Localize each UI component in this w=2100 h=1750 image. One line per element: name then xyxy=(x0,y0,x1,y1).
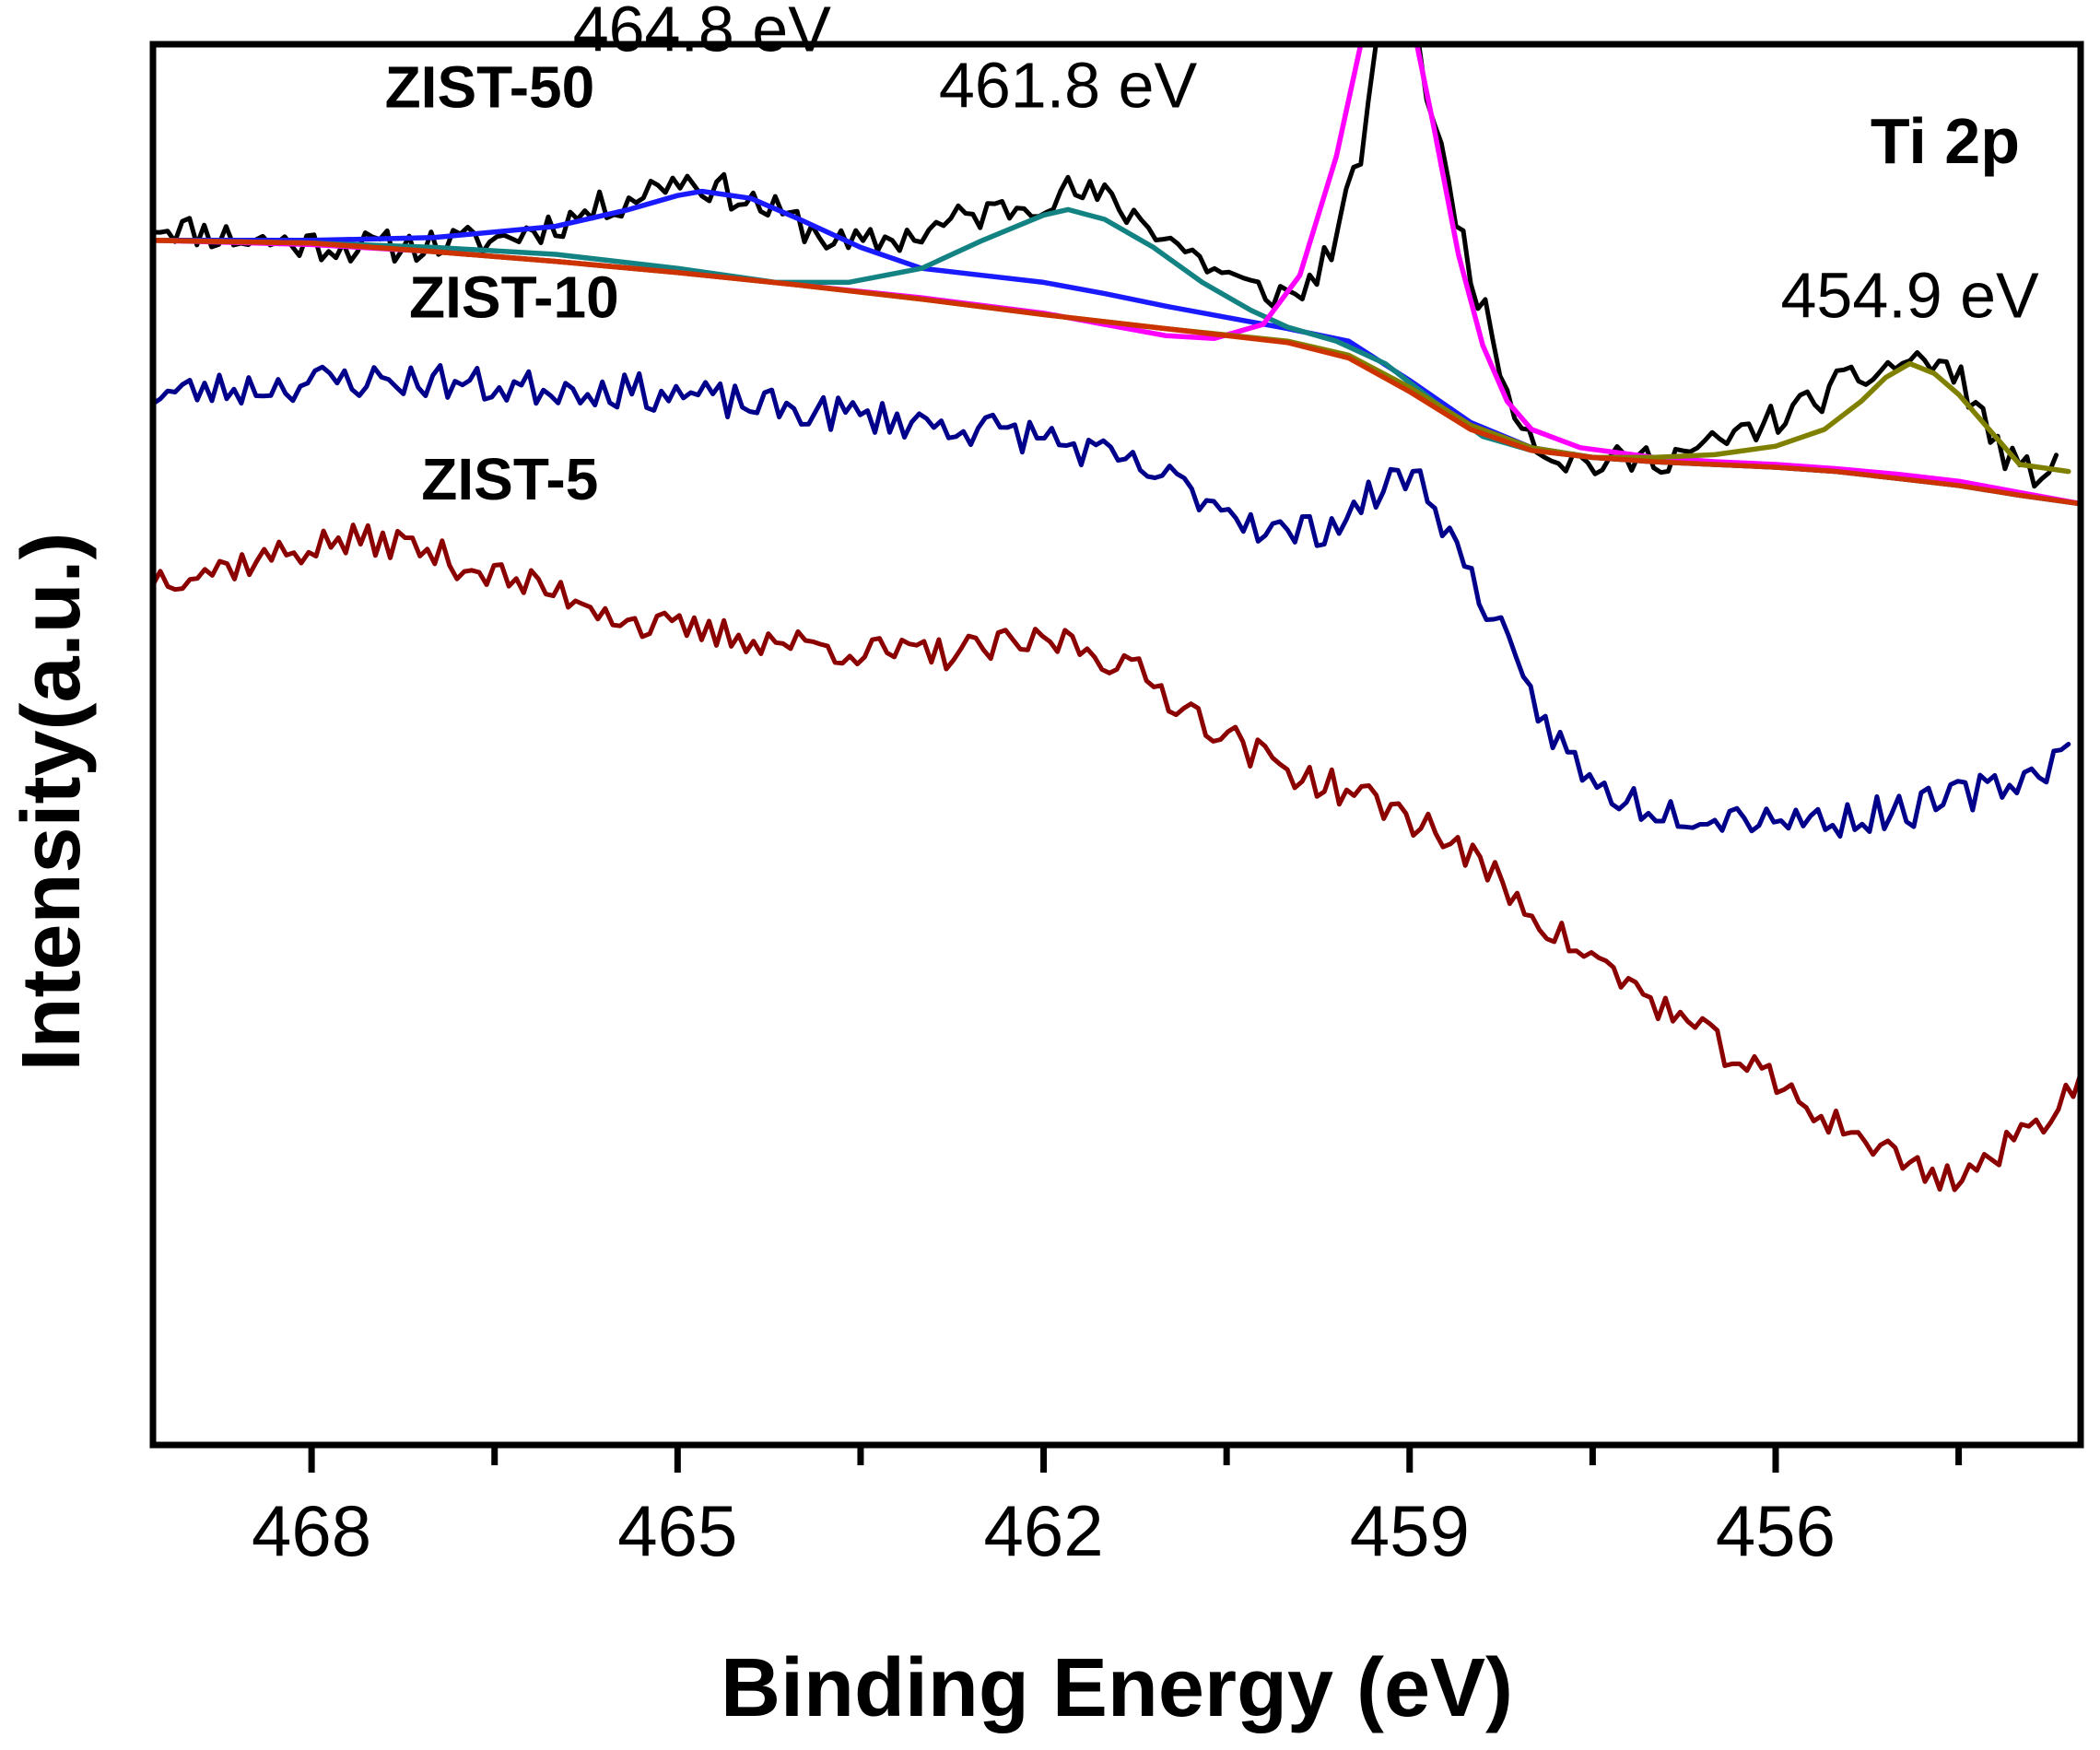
y-axis-title: Intensity(a.u.) xyxy=(6,532,98,1071)
sample-label-zist-5: ZIST-5 xyxy=(421,446,598,512)
plot-frame xyxy=(149,41,2084,1449)
x-tick-label-465: 465 xyxy=(617,1490,737,1571)
x-tick-label-462: 462 xyxy=(983,1490,1103,1571)
x-axis-title: Binding Energy (eV) xyxy=(721,1642,1513,1734)
x-axis-ticks xyxy=(308,1445,1963,1473)
series-zist-5 xyxy=(153,523,2081,1192)
series-zist-50 xyxy=(153,44,2059,489)
peak-label-461-8-ev: 461.8 eV xyxy=(939,49,1198,121)
series-background xyxy=(153,238,2081,507)
peak-label-464-8-ev: 464.8 eV xyxy=(573,0,832,65)
peak-label-454-9-ev: 454.9 eV xyxy=(1781,259,2040,331)
panel-label: Ti 2p xyxy=(1871,105,2020,177)
x-axis-tick-labels: 468 465 462 459 456 xyxy=(252,1490,1836,1571)
sample-label-zist-50: ZIST-50 xyxy=(385,53,595,120)
x-tick-label-468: 468 xyxy=(252,1490,371,1571)
series-layer xyxy=(153,44,2081,1192)
x-tick-label-456: 456 xyxy=(1716,1490,1836,1571)
sample-label-zist-10: ZIST-10 xyxy=(409,264,619,330)
x-tick-label-459: 459 xyxy=(1350,1490,1470,1571)
series-zist-10 xyxy=(153,363,2071,839)
